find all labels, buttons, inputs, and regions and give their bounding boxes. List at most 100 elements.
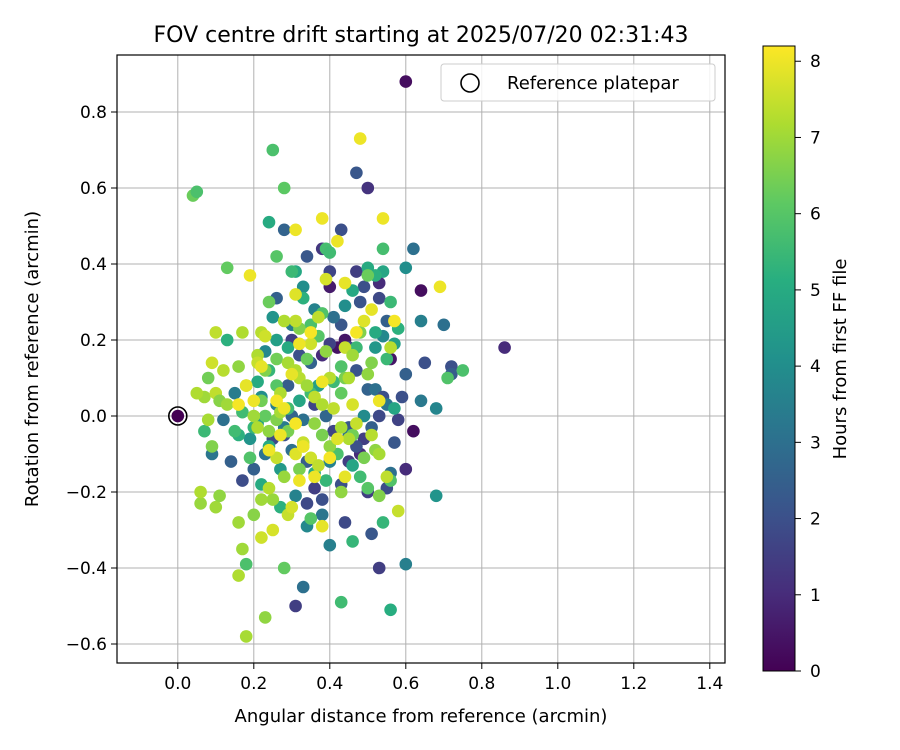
- data-point: [300, 250, 314, 263]
- plot-frame: [116, 54, 726, 664]
- data-point: [350, 417, 363, 430]
- data-point: [350, 265, 363, 278]
- data-point: [407, 424, 420, 438]
- x-tick-label: 1.2: [620, 674, 647, 694]
- data-point: [399, 557, 413, 571]
- data-point: [353, 132, 367, 145]
- data-point: [247, 409, 261, 423]
- grid: [117, 55, 725, 663]
- data-point: [289, 417, 302, 430]
- data-point: [213, 489, 226, 503]
- data-point: [262, 424, 276, 438]
- data-point: [342, 371, 356, 385]
- data-point: [247, 394, 261, 408]
- x-tick-label: 0.4: [316, 674, 343, 694]
- data-point: [334, 421, 348, 434]
- data-point: [456, 364, 470, 377]
- data-point: [266, 523, 280, 537]
- legend-label-reference: Reference platepar: [507, 73, 679, 94]
- data-point: [300, 352, 314, 366]
- data-point: [327, 402, 340, 415]
- data-point: [384, 341, 397, 354]
- data-point: [304, 337, 318, 351]
- data-point: [334, 223, 348, 237]
- colorbar-tick-label: 3: [810, 433, 821, 453]
- data-point: [277, 314, 291, 328]
- data-point: [361, 367, 375, 381]
- x-tick-label: 0.8: [468, 674, 495, 694]
- data-point: [437, 318, 451, 332]
- chart-title: FOV centre drift starting at 2025/07/20 …: [154, 23, 689, 48]
- data-point: [315, 212, 329, 225]
- data-point: [365, 356, 378, 370]
- data-point: [391, 504, 405, 518]
- data-point: [372, 447, 386, 461]
- data-point: [372, 409, 386, 423]
- data-point: [414, 284, 428, 297]
- data-point: [190, 386, 204, 400]
- data-point: [399, 462, 413, 476]
- data-point: [232, 516, 245, 529]
- data-point: [346, 348, 359, 362]
- colorbar-tick-label: 4: [810, 357, 821, 377]
- data-point: [217, 413, 230, 427]
- data-point: [277, 561, 291, 575]
- legend-marker-reference: [460, 73, 480, 93]
- data-point: [270, 250, 283, 263]
- data-point: [289, 314, 302, 328]
- data-point: [346, 459, 359, 472]
- data-point: [255, 531, 268, 544]
- data-point: [372, 291, 386, 305]
- data-point: [338, 470, 352, 484]
- data-point: [236, 326, 249, 339]
- data-point: [205, 440, 219, 453]
- data-point: [429, 489, 443, 503]
- x-tick-label: 1.0: [544, 674, 571, 694]
- y-tick-label: 0.0: [80, 407, 107, 427]
- y-tick-label: −0.6: [66, 635, 107, 655]
- data-point: [201, 371, 215, 385]
- data-point: [334, 595, 348, 609]
- data-point: [270, 333, 283, 347]
- data-point: [228, 424, 242, 438]
- data-point: [346, 398, 359, 411]
- data-point: [399, 367, 413, 381]
- data-point: [323, 538, 337, 552]
- data-point: [395, 390, 409, 404]
- data-point: [315, 508, 329, 522]
- data-point: [315, 519, 329, 533]
- data-point: [304, 512, 318, 525]
- data-point: [262, 215, 276, 229]
- data-point: [376, 212, 390, 225]
- colorbar: 0 1 2 3 4 5 6 7 8 Hours from first FF file: [762, 45, 851, 682]
- y-tick-label: −0.4: [66, 559, 107, 579]
- data-point: [376, 516, 390, 529]
- data-point: [293, 462, 306, 476]
- data-point: [331, 432, 344, 446]
- data-points: [168, 75, 511, 643]
- data-point: [293, 474, 306, 487]
- data-point: [190, 185, 204, 199]
- data-point: [338, 299, 352, 313]
- data-point: [220, 398, 234, 411]
- data-point: [277, 470, 291, 484]
- data-point: [209, 500, 223, 514]
- data-point: [327, 310, 340, 324]
- data-point: [300, 379, 314, 392]
- data-point: [315, 428, 329, 442]
- colorbar-tick-label: 7: [810, 128, 821, 148]
- data-point: [289, 599, 302, 613]
- data-point: [384, 603, 397, 617]
- data-point: [236, 542, 249, 556]
- colorbar-tick-label: 2: [810, 510, 821, 530]
- data-point: [380, 470, 394, 484]
- data-point: [270, 352, 283, 366]
- data-point: [209, 326, 223, 339]
- data-point: [334, 386, 348, 400]
- data-point: [262, 295, 276, 309]
- colorbar-tick-label: 1: [810, 586, 821, 606]
- data-point: [338, 516, 352, 529]
- data-point: [319, 474, 333, 487]
- data-point: [251, 375, 264, 389]
